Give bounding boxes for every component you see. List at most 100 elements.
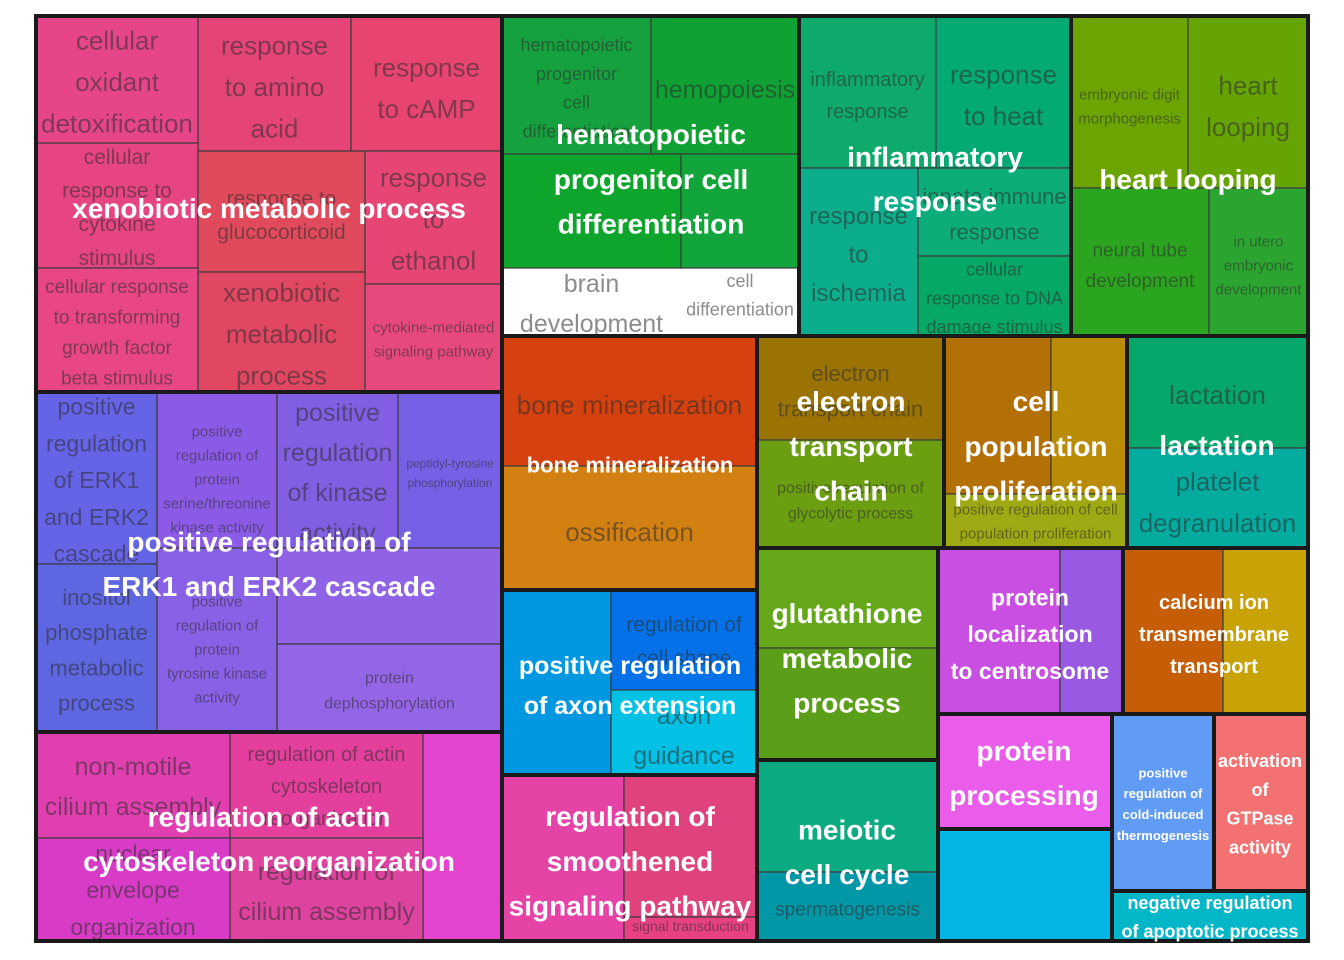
tile-label-axon-guidance: axon guidance	[633, 702, 734, 770]
group-label-hematopoietic-progenitor-cell-differentiation-line: differentiation	[558, 209, 745, 240]
tile-label-positive-regulation-of-cell-population-proliferation: positive regulation of cell population pr…	[953, 501, 1117, 542]
tile-bone-mineralization	[501, 335, 758, 467]
tile-0	[937, 828, 1113, 942]
group-label-positive-regulation-of-erk1-and-erk2-cascade-line: positive regulation of	[127, 526, 411, 557]
tile-label-positive-regulation-of-protein-serine-threonine-kinase-activity-line: positive	[192, 423, 243, 440]
tile-positive-regulation-of-protein-serine-threonine-kinase-activity	[156, 391, 278, 549]
tile-cellular-response-to-transforming-growth-factor-beta-stimulus	[35, 267, 199, 393]
tile-label-signal-transduction: signal transduction	[632, 918, 749, 934]
tile-label-response-to-ischemia: response to ischemia	[809, 203, 908, 307]
tile-label-xenobiotic-metabolic-process-line: xenobiotic	[223, 278, 340, 308]
tile-label-in-utero-embryonic-development-line: embryonic	[1224, 257, 1294, 274]
tile-label-cellular-response-to-dna-damage-stimulus-line: cellular	[966, 260, 1023, 280]
tile-label-electron-transport-chain: electron transport chain	[778, 361, 924, 421]
group-label-regulation-of-smoothened-signaling-pathway-line: regulation of	[545, 801, 715, 832]
group-label-positive-regulation-of-cold-induced-thermogenesis: positive regulation of cold-induced thermog…	[1117, 765, 1209, 842]
tile-label-positive-regulation-of-cell-population-proliferation-line: population proliferation	[960, 525, 1112, 542]
group-label-positive-regulation-of-axon-extension-line: positive regulation	[519, 652, 741, 680]
group-label-xenobiotic-metabolic-process: xenobiotic metabolic process	[72, 193, 466, 224]
tile-label-positive-regulation-of-protein-serine-threonine-kinase-activity-line: serine/threonine	[163, 495, 271, 512]
group-label-heart-looping: heart looping	[1099, 164, 1276, 195]
tile-label-cell-differentiation-line: cell	[726, 271, 753, 291]
tile-in-utero-embryonic-development	[1208, 187, 1309, 337]
tile-label-xenobiotic-metabolic-process-line: metabolic	[226, 319, 337, 349]
tile-label-hematopoietic-progenitor-cell-differentiation: hematopoietic progenitor cell differentiati…	[520, 35, 632, 141]
tile-label-response-to-glucocorticoid: response to glucocorticoid	[217, 188, 345, 245]
group-label-protein-processing-line: processing	[949, 780, 1098, 811]
tile-label-positive-regulation-of-protein-tyrosine-kinase-activity: positive regulation of protein tyrosine kin…	[167, 593, 267, 706]
tile-label-electron-transport-chain-line: electron	[811, 361, 889, 386]
tile-label-inositol-phosphate-metabolic-process-line: process	[58, 691, 135, 716]
tile-labels-layer: cellular oxidant detoxification response to …	[41, 26, 1302, 940]
tile-calcium-ion-transmembrane-transport-1	[1222, 547, 1309, 715]
tile-regulation-of-actin-cytoskeleton-reorganization	[229, 731, 424, 839]
tile-label-brain-development: brain development	[520, 270, 663, 338]
tile-regulation-of-cilium-assembly	[229, 837, 424, 942]
tile-label-peptidyl-tyrosine-phosphorylation: peptidyl-tyrosine phosphorylation	[406, 457, 494, 490]
tile-label-cellular-response-to-dna-damage-stimulus: cellular response to DNA damage stimulus	[926, 260, 1063, 338]
tile-label-inositol-phosphate-metabolic-process-line: metabolic	[49, 655, 143, 680]
tile-label-positive-regulation-of-erk1-and-erk2-cascade-line: and ERK2	[44, 504, 149, 530]
tile-label-nuclear-envelope-organization-line: organization	[70, 914, 195, 940]
tile-label-response-to-ischemia-line: ischemia	[811, 280, 906, 307]
group-label-meiotic-cell-cycle: meiotic cell cycle	[785, 814, 910, 890]
tile-label-positive-regulation-of-kinase-activity-line: regulation	[283, 439, 393, 467]
tile-label-innate-immune-response: innate immune response	[922, 184, 1066, 244]
tile-label-response-to-ethanol-line: response	[380, 163, 487, 193]
tile-protein-processing-0	[937, 713, 1113, 830]
tile-label-cellular-response-to-transforming-growth-factor-beta-stimulus-line: beta stimulus	[61, 368, 173, 389]
group-label-protein-localization-to-centrosome-line: localization	[967, 621, 1092, 647]
group-label-positive-regulation-of-cold-induced-thermogenesis-line: positive	[1138, 765, 1187, 780]
tile-hematopoietic-progenitor-cell-differentiation	[501, 15, 652, 155]
group-label-protein-localization-to-centrosome: protein localization to centrosome	[951, 584, 1109, 684]
tile-label-hematopoietic-progenitor-cell-differentiation-line: differentiation	[523, 122, 631, 142]
group-label-positive-regulation-of-cold-induced-thermogenesis-line: regulation of	[1124, 786, 1203, 801]
tile-inflammatory-response	[798, 15, 937, 169]
tile-label-platelet-degranulation-line: degranulation	[1139, 508, 1297, 538]
tile-cell-population-proliferation-0	[943, 335, 1052, 495]
group-label-regulation-of-actin-cytoskeleton-reorganization: regulation of actin cytoskeleton reorgani…	[83, 801, 455, 877]
tile-cell-population-proliferation-1	[1050, 335, 1128, 495]
tile-label-xenobiotic-metabolic-process: xenobiotic metabolic process	[223, 278, 340, 391]
tile-label-platelet-degranulation: platelet degranulation	[1139, 466, 1297, 538]
group-label-positive-regulation-of-erk1-and-erk2-cascade: positive regulation of ERK1 and ERK2 casc…	[102, 526, 435, 602]
tile-label-cellular-response-to-transforming-growth-factor-beta-stimulus-line: to transforming	[54, 307, 181, 328]
tile-electron-transport-chain	[756, 335, 945, 441]
group-label-cell-population-proliferation: cell population proliferation	[954, 386, 1117, 507]
tile-label-response-to-camp: response to cAMP	[373, 52, 480, 124]
tile-label-lactation: lactation	[1169, 380, 1266, 410]
tile-label-spermatogenesis-line: spermatogenesis	[775, 900, 920, 921]
tile-label-heart-looping-line: looping	[1206, 112, 1290, 142]
tile-negative-regulation-of-apoptotic-process-0	[1111, 890, 1309, 942]
group-labels-layer: xenobiotic metabolic process hematopoieti…	[72, 119, 1302, 942]
tile-activation-of-gtpase-activity-0	[1213, 713, 1309, 892]
tile-label-positive-regulation-of-erk1-and-erk2-cascade-line: positive	[58, 393, 136, 419]
group-label-glutathione-metabolic-process-line: metabolic	[782, 643, 913, 674]
tile-label-cytokine-mediated-signaling-pathway-line: cytokine-mediated	[373, 319, 495, 336]
tile-label-regulation-of-cell-shape: regulation of cell shape	[626, 614, 742, 671]
group-borders-layer	[34, 14, 1310, 943]
tile-positive-regulation-of-cold-induced-thermogenesis-0	[1111, 713, 1215, 892]
group-label-negative-regulation-of-apoptotic-process-line: of apoptotic process	[1121, 922, 1298, 942]
tile-label-response-to-amino-acid-line: response	[221, 31, 328, 61]
tile-positive-regulation-of-erk1-and-erk2-cascade-6	[276, 547, 503, 645]
tile-protein-dephosphorylation	[276, 643, 503, 733]
tile-positive-regulation-of-kinase-activity	[276, 391, 399, 549]
tile-label-hematopoietic-progenitor-cell-differentiation-line: cell	[563, 93, 590, 113]
tile-label-peptidyl-tyrosine-phosphorylation-line: peptidyl-tyrosine	[406, 457, 494, 471]
tile-label-embryonic-digit-morphogenesis-line: morphogenesis	[1078, 110, 1181, 127]
tile-regulation-of-cell-shape	[610, 589, 758, 691]
tile-label-non-motile-cilium-assembly-line: cilium assembly	[45, 793, 222, 821]
group-label-meiotic-cell-cycle-line: cell cycle	[785, 859, 910, 890]
tile-label-neural-tube-development: neural tube development	[1086, 240, 1196, 291]
tile-label-regulation-of-cilium-assembly: regulation of cilium assembly	[238, 858, 415, 926]
tile-label-cellular-response-to-transforming-growth-factor-beta-stimulus-line: cellular response	[45, 277, 189, 298]
tile-label-innate-immune-response-line: innate immune	[922, 184, 1066, 209]
tile-label-innate-immune-response-line: response	[949, 219, 1040, 244]
group-label-regulation-of-smoothened-signaling-pathway-line: signaling pathway	[509, 891, 752, 922]
tile-label-response-to-heat: response to heat	[950, 59, 1057, 131]
tile-label-neural-tube-development-line: neural tube	[1092, 240, 1187, 261]
tile-label-positive-regulation-of-kinase-activity: positive regulation of kinase activity	[283, 399, 393, 547]
group-label-negative-regulation-of-apoptotic-process-line: negative regulation	[1127, 893, 1292, 913]
